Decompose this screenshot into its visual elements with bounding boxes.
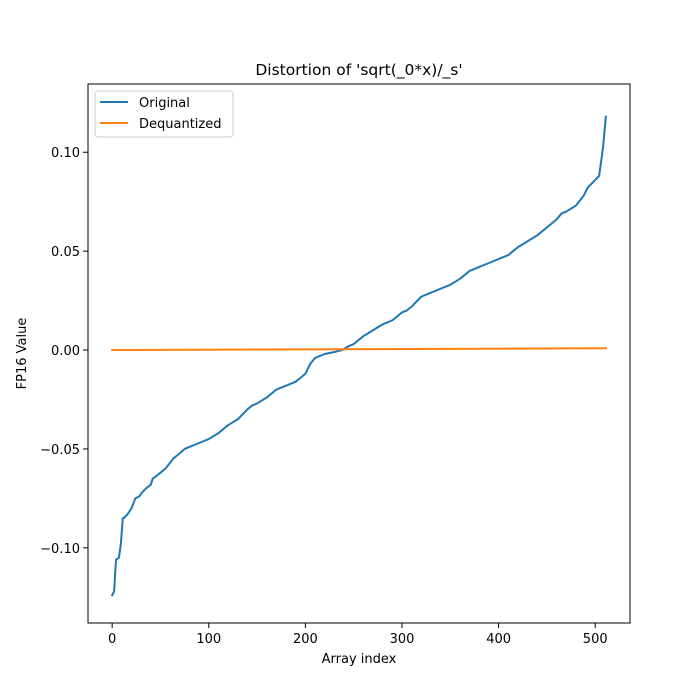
y-tick-label: 0.00 (51, 344, 80, 359)
axes-frame (87, 83, 631, 624)
y-axis-label: FP16 Value (15, 318, 30, 390)
axes-layer: 0 100 200 300 400 500 −0.10 −0.05 0.00 0.05 0.10 (40, 83, 631, 647)
y-tick-label: 0.05 (51, 245, 80, 260)
series-layer (110, 115, 607, 597)
legend-label-original: Original (139, 96, 190, 111)
x-tick-label: 400 (486, 632, 511, 647)
y-tick-label: −0.05 (40, 443, 80, 458)
series-line-original (110, 115, 607, 597)
x-tick-label: 0 (108, 632, 116, 647)
x-axis-label: Array index (322, 652, 397, 667)
series-line-dequantized (111, 347, 607, 352)
plot-area: 0 100 200 300 400 500 −0.10 −0.05 0.00 0.05 0.10 (40, 83, 631, 647)
legend: Original Dequantized (94, 90, 234, 138)
legend-label-dequantized: Dequantized (139, 117, 222, 132)
chart-title: Distortion of 'sqrt(_0*x)/_s' (255, 61, 462, 80)
x-tick-label: 500 (583, 632, 608, 647)
x-tick-label: 100 (196, 632, 221, 647)
y-tick-label: −0.10 (40, 542, 80, 557)
legend-box (94, 90, 234, 138)
x-tick-label: 200 (293, 632, 318, 647)
x-tick-label: 300 (390, 632, 415, 647)
y-tick-label: 0.10 (51, 146, 80, 161)
